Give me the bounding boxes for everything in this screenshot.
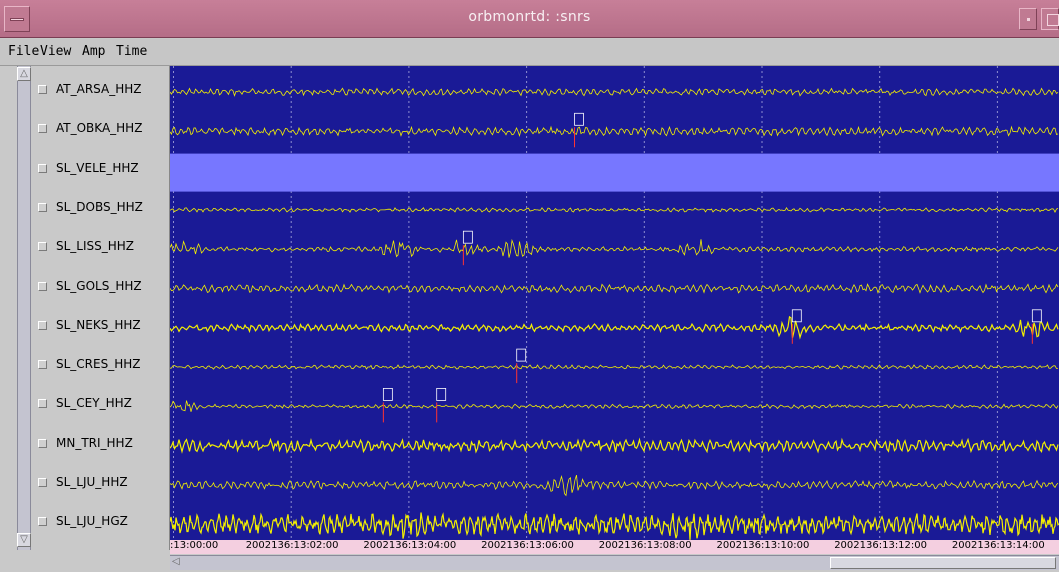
minimize-button[interactable]	[1019, 8, 1037, 30]
channel-checkbox[interactable]	[38, 320, 47, 330]
time-tick-label: 2002136:13:10:00	[716, 540, 810, 551]
window-menu-icon	[10, 18, 24, 21]
channel-name: SL_GOLS_HHZ	[56, 278, 142, 293]
channel-name: SL_VELE_HHZ	[56, 160, 139, 175]
time-tick-label: 2002136:13:12:00	[834, 540, 928, 551]
waveform-trace	[170, 512, 1059, 540]
menu-file[interactable]: File	[8, 44, 40, 59]
waveform-trace	[170, 125, 1059, 137]
pick-flag[interactable]	[516, 348, 527, 362]
channel-checkbox[interactable]	[38, 438, 47, 448]
waveform-trace	[170, 400, 1059, 412]
time-tick-label: 2002136:13:08:00	[598, 540, 692, 551]
title-bar[interactable]: orbmonrtd: :snrs	[0, 0, 1059, 38]
nodata-band	[170, 153, 1059, 192]
waveform-display[interactable]	[170, 66, 1059, 550]
channel-name: SL_LISS_HHZ	[56, 239, 135, 254]
pick-flag[interactable]	[436, 387, 447, 401]
waveform-trace	[170, 364, 1059, 370]
minimize-icon	[1027, 18, 1030, 21]
channel-row[interactable]: AT_ARSA_HHZ	[34, 72, 168, 108]
waveform-trace	[170, 474, 1059, 497]
maximize-button[interactable]	[1041, 8, 1059, 30]
window-title: orbmonrtd: :snrs	[468, 9, 591, 25]
scroll-down-arrow-icon[interactable]: ▽	[17, 533, 31, 547]
vertical-scrollbar[interactable]: △ ▽	[17, 66, 31, 550]
channel-row[interactable]: SL_NEKS_HHZ	[34, 308, 168, 344]
pick-flag[interactable]	[382, 387, 393, 401]
channel-name: MN_TRI_HHZ	[56, 435, 133, 450]
time-tick-label: 2002136:13:14:00	[951, 540, 1045, 551]
channel-name: AT_ARSA_HHZ	[56, 82, 142, 96]
window-menu-button[interactable]	[4, 6, 30, 32]
time-tick-label: 2002136:13:02:00	[245, 540, 339, 551]
channel-checkbox[interactable]	[38, 478, 47, 487]
horizontal-scroll-thumb[interactable]	[830, 557, 1056, 569]
menu-amp[interactable]: Amp	[82, 44, 106, 59]
waveform-trace	[170, 283, 1059, 294]
channel-checkbox[interactable]	[38, 202, 47, 212]
channel-checkbox[interactable]	[38, 124, 47, 134]
channel-row[interactable]: AT_OBKA_HHZ	[34, 111, 168, 147]
pick-flag[interactable]	[1031, 309, 1042, 323]
channel-name: SL_DOBS_HHZ	[56, 199, 143, 214]
maximize-icon	[1047, 14, 1059, 26]
menu-view[interactable]: View	[40, 44, 72, 59]
horizontal-scrollbar[interactable]: ◁	[170, 555, 1059, 570]
channel-row[interactable]: SL_LJU_HHZ	[34, 465, 168, 501]
channel-row[interactable]: SL_LISS_HHZ	[34, 229, 168, 265]
channel-row[interactable]: SL_CRES_HHZ	[34, 347, 168, 383]
time-tick-label: 2002136:13:06:00	[481, 540, 574, 551]
channel-row[interactable]: SL_DOBS_HHZ	[34, 190, 168, 226]
channel-name: SL_LJU_HHZ	[56, 475, 128, 489]
waveform-trace	[170, 315, 1059, 340]
scroll-left-arrow-icon[interactable]: ◁	[172, 556, 180, 567]
waveform-svg	[170, 66, 1059, 550]
waveform-trace	[170, 207, 1059, 213]
pick-flag[interactable]	[574, 112, 584, 126]
waveform-trace	[170, 87, 1059, 97]
time-tick-label: :13:00:00	[170, 540, 219, 551]
channel-row[interactable]: SL_CEY_HHZ	[34, 386, 168, 422]
time-axis: :13:00:00 2002136:13:02:00 2002136:13:04:0…	[170, 540, 1059, 554]
channel-row[interactable]: SL_VELE_HHZ	[34, 151, 168, 187]
channel-checkbox[interactable]	[38, 281, 47, 291]
channel-name: AT_OBKA_HHZ	[56, 121, 143, 136]
channel-checkbox[interactable]	[38, 242, 47, 252]
channel-checkbox[interactable]	[38, 85, 47, 94]
menu-bar: File View Amp Time	[0, 39, 1059, 66]
pick-flag[interactable]	[791, 309, 802, 323]
channel-checkbox[interactable]	[38, 163, 47, 173]
channel-checkbox[interactable]	[38, 517, 47, 527]
channel-row[interactable]: SL_LJU_HGZ	[34, 504, 168, 540]
channel-row[interactable]: SL_GOLS_HHZ	[34, 269, 168, 305]
channel-name: SL_NEKS_HHZ	[56, 317, 141, 332]
menu-time[interactable]: Time	[116, 44, 148, 59]
time-tick-label: 2002136:13:04:00	[363, 540, 457, 551]
waveform-trace	[170, 437, 1059, 454]
channel-name: SL_LJU_HGZ	[56, 514, 128, 529]
channel-row[interactable]: MN_TRI_HHZ	[34, 426, 168, 462]
channel-checkbox[interactable]	[38, 399, 47, 409]
channel-name: SL_CEY_HHZ	[56, 396, 132, 411]
scroll-up-arrow-icon[interactable]: △	[17, 67, 31, 81]
channel-name: SL_CRES_HHZ	[56, 357, 141, 372]
pick-flag[interactable]	[462, 230, 473, 244]
channel-checkbox[interactable]	[38, 360, 47, 370]
bottom-strip	[0, 550, 170, 572]
waveform-trace	[170, 238, 1059, 258]
